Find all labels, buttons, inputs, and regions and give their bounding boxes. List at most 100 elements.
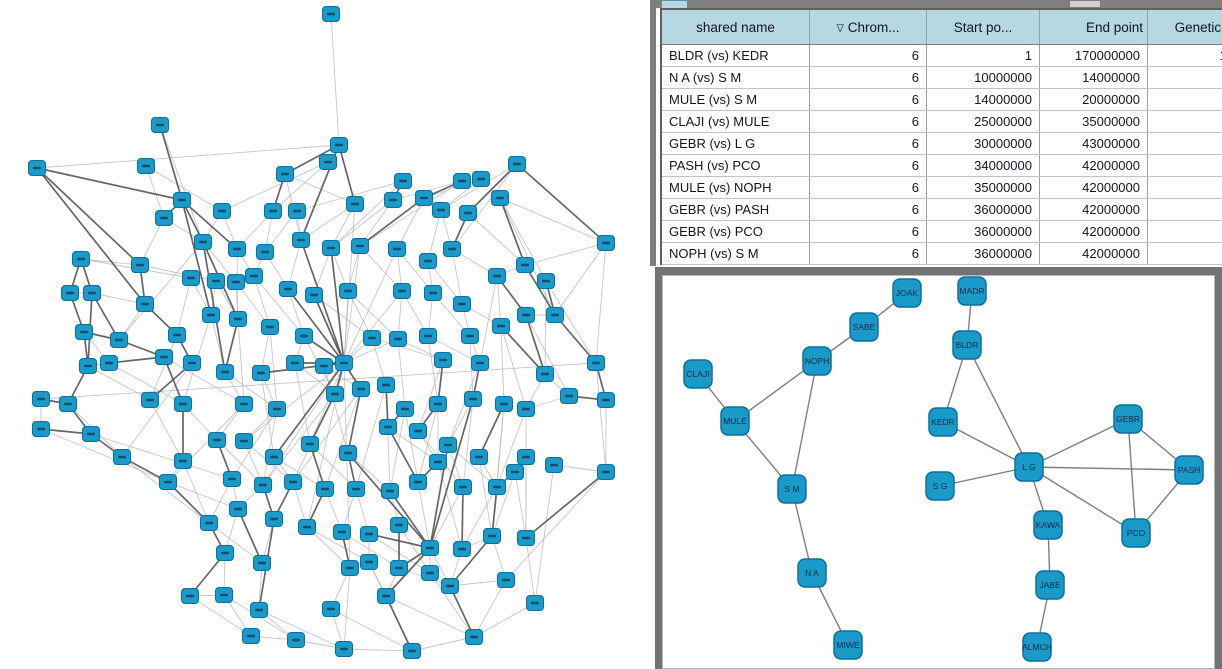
network-node[interactable] bbox=[1022, 632, 1052, 662]
table-cell-end[interactable]: 42000000 bbox=[1039, 176, 1148, 199]
network-node[interactable] bbox=[777, 474, 807, 504]
table-row[interactable]: PASH (vs) PCO6340000004200000011.4 bbox=[662, 154, 1222, 177]
network-node[interactable] bbox=[849, 312, 879, 342]
table-row[interactable]: GEBR (vs) PCO636000000420000008.4 bbox=[662, 220, 1222, 243]
column-header-start-position[interactable]: Start po... bbox=[926, 10, 1040, 45]
network-node[interactable] bbox=[925, 471, 955, 501]
network-node[interactable] bbox=[1113, 404, 1143, 434]
network-node[interactable] bbox=[957, 276, 987, 306]
table-row[interactable]: N A (vs) S M610000000140000006.6 bbox=[662, 66, 1222, 89]
table-cell-chromosome[interactable]: 6 bbox=[809, 154, 927, 177]
network-node[interactable] bbox=[833, 630, 863, 660]
table-cell-chromosome[interactable]: 6 bbox=[809, 242, 927, 265]
table-cell-shared_name[interactable]: CLAJI (vs) MULE bbox=[662, 110, 810, 133]
network-node-label bbox=[444, 443, 452, 447]
network-node-label: PCO bbox=[1127, 528, 1146, 538]
table-cell-end[interactable]: 42000000 bbox=[1039, 154, 1148, 177]
network-node[interactable] bbox=[797, 558, 827, 588]
table-cell-genetic[interactable]: 11.4 bbox=[1147, 154, 1222, 177]
table-row[interactable]: BLDR (vs) KEDR61170000000192.0 bbox=[662, 44, 1222, 67]
table-row[interactable]: MULE (vs) S M614000000200000007.5 bbox=[662, 88, 1222, 111]
table-cell-shared_name[interactable]: MULE (vs) S M bbox=[662, 88, 810, 111]
table-cell-end[interactable]: 42000000 bbox=[1039, 242, 1148, 265]
network-node[interactable] bbox=[802, 346, 832, 376]
table-row[interactable]: CLAJI (vs) MULE625000000350000005.9 bbox=[662, 110, 1222, 133]
overview-network-canvas[interactable] bbox=[0, 0, 648, 669]
table-cell-chromosome[interactable]: 6 bbox=[809, 66, 927, 89]
table-cell-start[interactable]: 35000000 bbox=[926, 176, 1040, 199]
table-cell-chromosome[interactable]: 6 bbox=[809, 132, 927, 155]
table-cell-start[interactable]: 36000000 bbox=[926, 220, 1040, 243]
table-row[interactable]: MULE (vs) NOPH6350000004200000010.5 bbox=[662, 176, 1222, 199]
table-cell-start[interactable]: 36000000 bbox=[926, 242, 1040, 265]
table-cell-genetic[interactable]: 16.9 bbox=[1147, 132, 1222, 155]
table-cell-end[interactable]: 170000000 bbox=[1039, 44, 1148, 67]
table-cell-end[interactable]: 42000000 bbox=[1039, 220, 1148, 243]
table-cell-shared_name[interactable]: PASH (vs) PCO bbox=[662, 154, 810, 177]
network-node[interactable] bbox=[892, 278, 922, 308]
horizontal-scrollbar-thumb[interactable] bbox=[1070, 1, 1100, 7]
table-cell-chromosome[interactable]: 6 bbox=[809, 176, 927, 199]
network-node[interactable] bbox=[683, 359, 713, 389]
detail-network-edge[interactable] bbox=[1028, 466, 1190, 471]
network-node[interactable] bbox=[720, 406, 750, 436]
table-cell-start[interactable]: 10000000 bbox=[926, 66, 1040, 89]
detail-network-view[interactable]: JOAK SABE NOPH CLAJI MULE S M N A MIWE MADR BLDR K… bbox=[662, 275, 1215, 669]
table-cell-shared_name[interactable]: GEBR (vs) PASH bbox=[662, 198, 810, 221]
table-cell-chromosome[interactable]: 6 bbox=[809, 198, 927, 221]
table-cell-end[interactable]: 43000000 bbox=[1039, 132, 1148, 155]
table-cell-start[interactable]: 30000000 bbox=[926, 132, 1040, 155]
table-cell-shared_name[interactable]: BLDR (vs) KEDR bbox=[662, 44, 810, 67]
table-cell-shared_name[interactable]: MULE (vs) NOPH bbox=[662, 176, 810, 199]
network-node[interactable] bbox=[1121, 518, 1151, 548]
table-cell-chromosome[interactable]: 6 bbox=[809, 88, 927, 111]
detail-network-edge[interactable] bbox=[1028, 466, 1137, 534]
overview-network-panel[interactable] bbox=[0, 0, 648, 669]
network-node[interactable] bbox=[1014, 452, 1044, 482]
table-cell-start[interactable]: 34000000 bbox=[926, 154, 1040, 177]
column-header-chromosome[interactable]: ∇ Chrom... bbox=[809, 10, 927, 45]
column-header-genetic[interactable]: Genetic... bbox=[1147, 10, 1222, 45]
table-cell-start[interactable]: 25000000 bbox=[926, 110, 1040, 133]
table-cell-shared_name[interactable]: N A (vs) S M bbox=[662, 66, 810, 89]
table-cell-shared_name[interactable]: GEBR (vs) L G bbox=[662, 132, 810, 155]
table-cell-start[interactable]: 1 bbox=[926, 44, 1040, 67]
table-cell-shared_name[interactable]: GEBR (vs) PCO bbox=[662, 220, 810, 243]
table-cell-genetic[interactable]: 10.5 bbox=[1147, 176, 1222, 199]
table-cell-genetic[interactable]: 9.9 bbox=[1147, 242, 1222, 265]
table-cell-end[interactable]: 42000000 bbox=[1039, 198, 1148, 221]
table-row[interactable]: NOPH (vs) S M636000000420000009.9 bbox=[662, 242, 1222, 265]
detail-network-edge[interactable] bbox=[966, 344, 1030, 468]
column-header-shared-name[interactable]: shared name bbox=[662, 10, 810, 45]
table-cell-chromosome[interactable]: 6 bbox=[809, 110, 927, 133]
detail-network-edge[interactable] bbox=[791, 360, 818, 490]
detail-network-canvas[interactable]: JOAK SABE NOPH CLAJI MULE S M N A MIWE MADR BLDR K… bbox=[662, 275, 1215, 669]
table-row[interactable]: GEBR (vs) L G6300000004300000016.9 bbox=[662, 132, 1222, 155]
detail-network-edge[interactable] bbox=[1028, 418, 1129, 468]
detail-network-edge[interactable] bbox=[939, 466, 1030, 487]
network-node[interactable] bbox=[1033, 510, 1063, 540]
table-cell-chromosome[interactable]: 6 bbox=[809, 220, 927, 243]
detail-network-edge[interactable] bbox=[1127, 418, 1137, 534]
network-node[interactable] bbox=[952, 330, 982, 360]
table-cell-end[interactable]: 14000000 bbox=[1039, 66, 1148, 89]
table-cell-end[interactable]: 20000000 bbox=[1039, 88, 1148, 111]
table-cell-genetic[interactable]: 5.9 bbox=[1147, 110, 1222, 133]
network-node[interactable] bbox=[928, 407, 958, 437]
table-cell-genetic[interactable]: 8.4 bbox=[1147, 220, 1222, 243]
table-cell-shared_name[interactable]: NOPH (vs) S M bbox=[662, 242, 810, 265]
table-cell-genetic[interactable]: 7.5 bbox=[1147, 88, 1222, 111]
table-cell-genetic[interactable]: 6.6 bbox=[1147, 66, 1222, 89]
network-node[interactable] bbox=[1174, 455, 1204, 485]
table-corner-tab[interactable] bbox=[661, 0, 688, 8]
table-cell-start[interactable]: 36000000 bbox=[926, 198, 1040, 221]
network-node[interactable] bbox=[1035, 570, 1065, 600]
table-cell-start[interactable]: 14000000 bbox=[926, 88, 1040, 111]
table-cell-end[interactable]: 35000000 bbox=[1039, 110, 1148, 133]
table-row[interactable]: GEBR (vs) PASH636000000420000008.9 bbox=[662, 198, 1222, 221]
filter-icon[interactable]: ∇ bbox=[836, 22, 844, 35]
table-cell-chromosome[interactable]: 6 bbox=[809, 44, 927, 67]
column-header-end-point[interactable]: End point bbox=[1039, 10, 1148, 45]
table-cell-genetic[interactable]: 8.9 bbox=[1147, 198, 1222, 221]
table-cell-genetic[interactable]: 192.0 bbox=[1147, 44, 1222, 67]
